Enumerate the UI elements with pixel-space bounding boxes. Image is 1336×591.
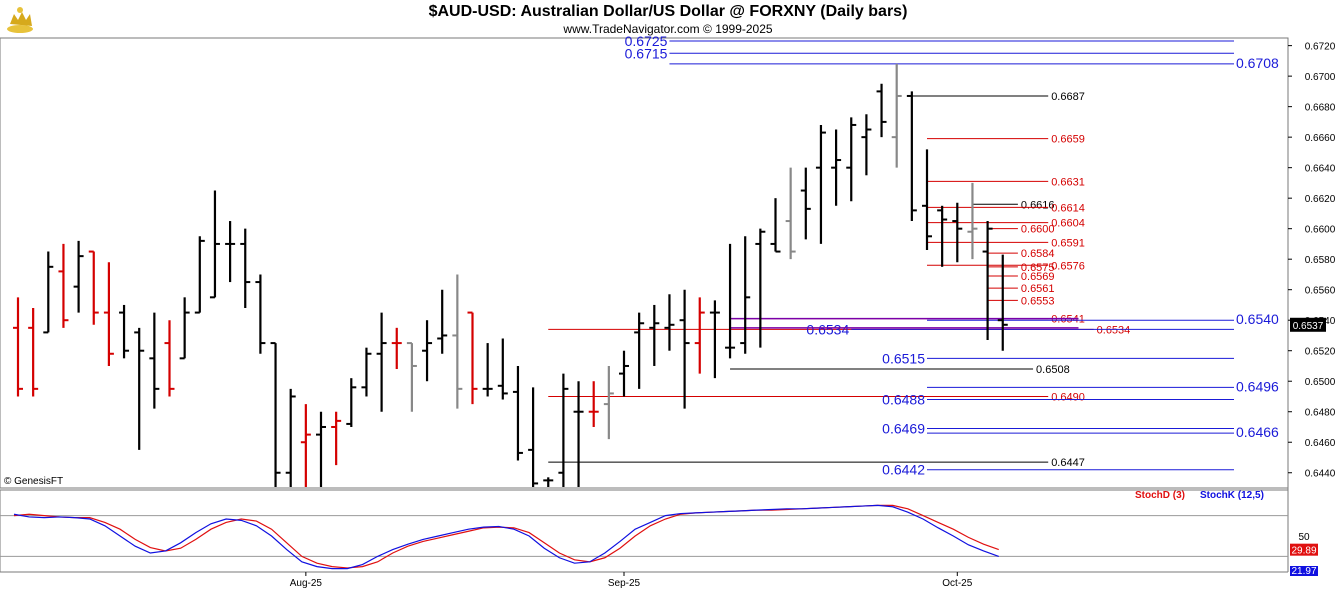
- level-label: 0.6708: [1236, 55, 1279, 71]
- level-label: 0.6576: [1051, 260, 1085, 272]
- y-tick-label: 0.6640: [1305, 164, 1336, 175]
- x-tick-label: Oct-25: [942, 578, 972, 589]
- level-label: 0.6584: [1021, 248, 1055, 260]
- stochd-value: 29.89: [1291, 546, 1316, 557]
- last-price-box: [1290, 317, 1326, 332]
- stochastic-pane: [0, 489, 1289, 573]
- level-label: 0.6725: [625, 33, 668, 49]
- level-label: 0.6496: [1236, 378, 1279, 394]
- stoch-tick-label: 50: [1298, 532, 1310, 543]
- y-tick-label: 0.6660: [1305, 133, 1336, 144]
- stochd-legend: StochD (3): [1135, 490, 1185, 501]
- stochk-value-box: [1290, 566, 1318, 576]
- stochk-line: [13, 504, 999, 570]
- y-tick-label: 0.6720: [1305, 42, 1336, 53]
- y-tick-label: 0.6560: [1305, 286, 1336, 297]
- level-label: 0.6715: [625, 45, 668, 61]
- last-price-label: 0.6537: [1293, 321, 1324, 332]
- level-label: 0.6600: [1021, 224, 1055, 236]
- y-tick-label: 0.6440: [1305, 469, 1336, 480]
- level-label: 0.6469: [882, 421, 925, 437]
- y-tick-label: 0.6700: [1305, 72, 1336, 83]
- x-tick-label: Aug-25: [290, 578, 323, 589]
- level-label: 0.6616: [1021, 199, 1055, 211]
- level-label: 0.6490: [1051, 391, 1085, 403]
- level-label: 0.6687: [1051, 91, 1085, 103]
- y-tick-label: 0.6480: [1305, 408, 1336, 419]
- level-label: 0.6614: [1051, 202, 1085, 214]
- copyright-label: © GenesisFT: [4, 476, 63, 487]
- level-label: 0.6631: [1051, 176, 1085, 188]
- price-pane: [0, 37, 1289, 489]
- y-tick-label: 0.6500: [1305, 377, 1336, 388]
- y-tick-label: 0.6460: [1305, 438, 1336, 449]
- level-label: 0.6561: [1021, 283, 1055, 295]
- chart-subtitle: www.TradeNavigator.com © 1999-2025: [563, 22, 773, 36]
- level-label: 0.6534: [806, 321, 849, 337]
- level-label: 0.6604: [1051, 218, 1085, 230]
- chart-title: $AUD-USD: Australian Dollar/US Dollar @ …: [428, 3, 908, 20]
- stochk-legend: StochK (12,5): [1200, 490, 1264, 501]
- level-label: 0.6447: [1051, 457, 1085, 469]
- axis-background: [1288, 38, 1336, 591]
- level-label: 0.6541: [1051, 314, 1085, 326]
- level-label: 0.6488: [882, 392, 925, 408]
- level-label: 0.6508: [1036, 364, 1070, 376]
- y-tick-label: 0.6680: [1305, 103, 1336, 114]
- level-label: 0.6534: [1097, 324, 1131, 336]
- level-label: 0.6569: [1021, 271, 1055, 283]
- bull-logo-icon: [7, 7, 33, 33]
- y-tick-label: 0.6600: [1305, 225, 1336, 236]
- y-tick-label: 0.6520: [1305, 347, 1336, 358]
- level-label: 0.6442: [882, 462, 925, 478]
- stochd-value-box: [1290, 543, 1318, 556]
- chart-header: $AUD-USD: Australian Dollar/US Dollar @ …: [0, 0, 1336, 38]
- level-label: 0.6540: [1236, 311, 1279, 327]
- y-tick-label: 0.6580: [1305, 255, 1336, 266]
- level-label: 0.6591: [1051, 237, 1085, 249]
- stochk-value: 21.97: [1291, 566, 1316, 577]
- level-label: 0.6575: [1021, 262, 1055, 274]
- y-tick-label: 0.6620: [1305, 194, 1336, 205]
- level-label: 0.6659: [1051, 134, 1085, 146]
- level-label: 0.6553: [1021, 295, 1055, 307]
- x-tick-label: Sep-25: [608, 578, 641, 589]
- level-label: 0.6466: [1236, 424, 1279, 440]
- level-label: 0.6515: [882, 350, 925, 366]
